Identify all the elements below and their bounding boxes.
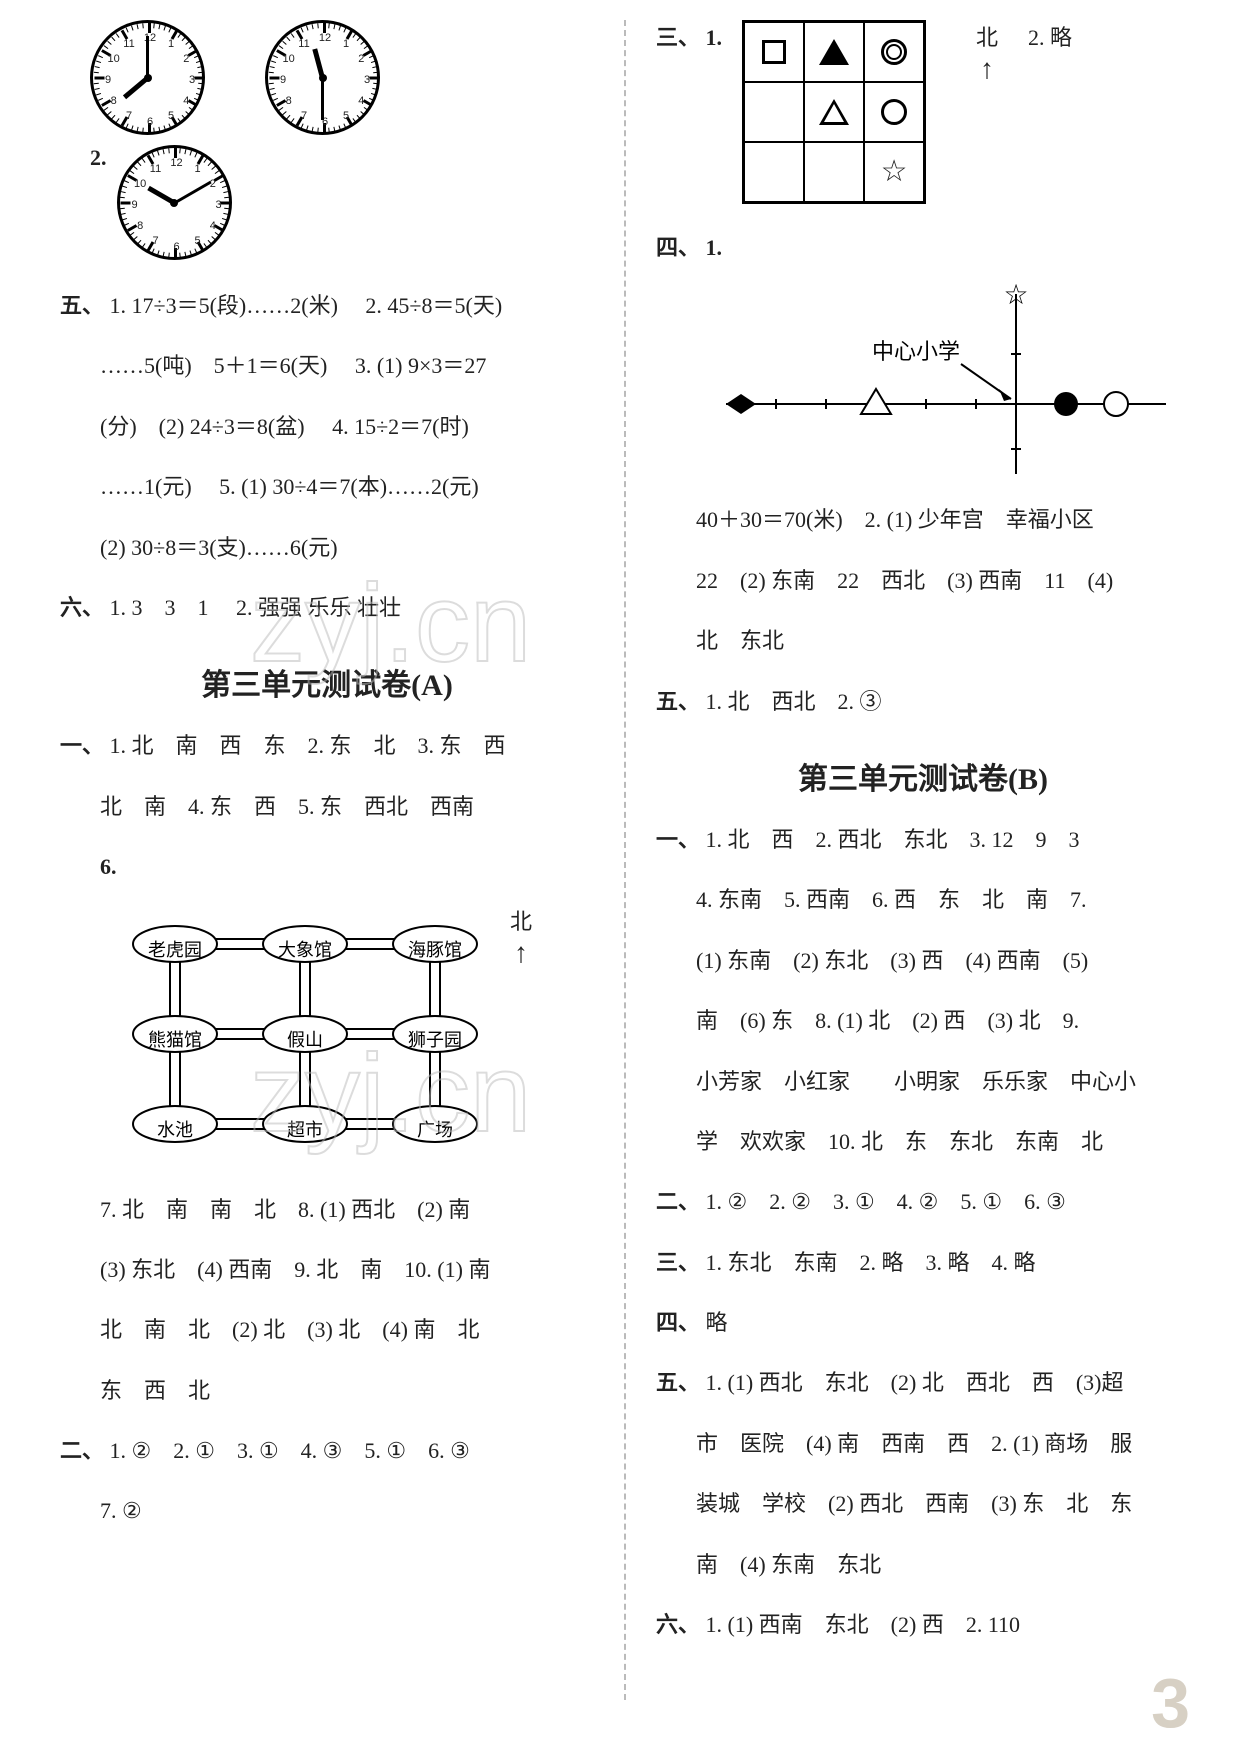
column-divider <box>624 20 626 1700</box>
right-column: 三、 1. ☆ 北 ↑ 2. 略 四、 <box>656 20 1190 1700</box>
a-one-l4: 7. 北 南 南 北 8. (1) 西北 (2) 南 <box>100 1197 470 1222</box>
b-three-l1: 1. 东北 东南 2. 略 3. 略 4. 略 <box>706 1250 1036 1275</box>
b-one-l2: 4. 东南 5. 西南 6. 西 东 北 南 7. <box>696 887 1087 912</box>
five-q5: 5. (1) 30÷4＝7(本)……2(元) <box>219 474 479 499</box>
a-four-l2: 40＋30＝70(米) 2. (1) 少年宫 幸福小区 <box>696 507 1094 532</box>
north-text: 北 <box>510 904 532 936</box>
item-2-label: 2. <box>90 145 107 171</box>
svg-text:老虎园: 老虎园 <box>148 940 202 960</box>
b-one-l6: 学 欢欢家 10. 北 东 东北 东南 北 <box>696 1129 1103 1154</box>
six-label: 六、 <box>60 595 104 620</box>
clock-1: 123456789101112 <box>90 20 205 135</box>
clock-3: 123456789101112 <box>117 145 232 260</box>
b-four-label: 四、 <box>656 1310 700 1335</box>
a-four-label: 四、 <box>656 235 700 260</box>
zoo-map: 老虎园 大象馆 海豚馆熊猫馆 假山 狮子园水池 超市 广场 <box>110 914 510 1164</box>
coord-diagram: ☆ 中心小学 <box>716 284 1186 484</box>
five-q1: 1. 17÷3＝5(段)……2(米) <box>110 293 338 318</box>
svg-text:水池: 水池 <box>157 1120 193 1140</box>
a-one-l6: 北 南 北 (2) 北 (3) 北 (4) 南 北 <box>100 1317 479 1342</box>
svg-text:熊猫馆: 熊猫馆 <box>148 1030 202 1050</box>
a-one-label: 一、 <box>60 733 104 758</box>
svg-text:☆: ☆ <box>1003 284 1028 311</box>
a-one-l1: 1. 北 南 西 东 2. 东 北 3. 东 西 <box>110 733 506 758</box>
b-four-l1: 略 <box>706 1310 728 1335</box>
b-one-l4: 南 (6) 东 8. (1) 北 (2) 西 (3) 北 9. <box>696 1008 1079 1033</box>
north-indicator-2: 北 ↑ <box>976 20 998 84</box>
svg-text:广场: 广场 <box>417 1120 453 1140</box>
five-q5b: (2) 30÷8＝3(支)……6(元) <box>100 535 338 560</box>
a-one-l5: (3) 东北 (4) 西南 9. 北 南 10. (1) 南 <box>100 1257 490 1282</box>
svg-text:海豚馆: 海豚馆 <box>408 940 462 960</box>
b-six-label: 六、 <box>656 1612 700 1637</box>
a-three-q2: 2. 略 <box>1028 25 1072 50</box>
b-two-l1: 1. ② 2. ② 3. ① 4. ② 5. ① 6. ③ <box>706 1189 1066 1214</box>
a-two-l1: 1. ② 2. ① 3. ① 4. ③ 5. ① 6. ③ <box>110 1438 470 1463</box>
b-five-l1: 1. (1) 西北 东北 (2) 北 西北 西 (3)超 <box>706 1370 1124 1395</box>
clock-2: 123456789101112 <box>265 20 380 135</box>
svg-text:超市: 超市 <box>287 1120 323 1140</box>
five-q2: 2. 45÷8＝5(天) <box>365 293 502 318</box>
five-q2b: ……5(吨) 5＋1＝6(天) <box>100 353 327 378</box>
b-three-label: 三、 <box>656 1250 700 1275</box>
svg-text:假山: 假山 <box>287 1030 323 1050</box>
heading-unit3-a: 第三单元测试卷(A) <box>60 660 594 704</box>
b-five-l3: 装城 学校 (2) 西北 西南 (3) 东 北 东 <box>696 1491 1132 1516</box>
svg-text:大象馆: 大象馆 <box>278 940 332 960</box>
left-column: 123456789101112 123456789101112 2. 12345… <box>60 20 594 1700</box>
arrow-up-icon: ↑ <box>514 940 528 968</box>
b-one-l1: 1. 北 西 2. 西北 东北 3. 12 9 3 <box>706 827 1080 852</box>
a-two-l2: 7. ② <box>100 1498 142 1523</box>
b-two-label: 二、 <box>656 1189 700 1214</box>
double-circle-icon <box>881 39 907 65</box>
b-five-label: 五、 <box>656 1370 700 1395</box>
b-six-l1: 1. (1) 西南 东北 (2) 西 2. 110 <box>706 1612 1021 1637</box>
five-q4: 4. 15÷2＝7(时) <box>332 414 469 439</box>
arrow-up-icon-2: ↑ <box>980 56 994 84</box>
five-q4b: ……1(元) <box>100 474 192 499</box>
b-one-l3: (1) 东南 (2) 东北 (3) 西 (4) 西南 (5) <box>696 948 1088 973</box>
six-q1: 1. 3 3 1 <box>110 595 209 620</box>
b-one-label: 一、 <box>656 827 700 852</box>
six-q2: 2. 强强 乐乐 壮壮 <box>236 595 401 620</box>
a-two-label: 二、 <box>60 1438 104 1463</box>
five-q3b: (分) (2) 24÷3＝8(盆) <box>100 414 305 439</box>
b-five-l2: 市 医院 (4) 南 西南 西 2. (1) 商场 服 <box>696 1431 1132 1456</box>
heading-unit3-b: 第三单元测试卷(B) <box>656 754 1190 798</box>
five-label: 五、 <box>60 293 104 318</box>
a-four-l3: 22 (2) 东南 22 西北 (3) 西南 11 (4) <box>696 568 1113 593</box>
circle-icon <box>881 99 907 125</box>
b-one-l5: 小芳家 小红家 小明家 乐乐家 中心小 <box>696 1069 1136 1094</box>
a-one-l3: 6. <box>100 854 117 879</box>
page-number: 3 <box>1151 1663 1190 1743</box>
clock-row-1: 123456789101112 123456789101112 <box>60 20 594 145</box>
svg-text:中心小学: 中心小学 <box>872 339 960 364</box>
a-five-label: 五、 <box>656 689 700 714</box>
triangle-filled-icon <box>819 39 849 65</box>
triangle-outline-icon <box>819 99 849 125</box>
star-icon: ☆ <box>881 157 908 187</box>
a-four-q1: 1. <box>706 235 723 260</box>
north-indicator: 北 ↑ <box>510 904 532 968</box>
shape-grid: ☆ <box>742 20 926 204</box>
square-icon <box>762 40 786 64</box>
north-text-2: 北 <box>976 20 998 52</box>
a-one-l2: 北 南 4. 东 西 5. 东 西北 西南 <box>100 794 474 819</box>
a-one-l7: 东 西 北 <box>100 1378 210 1403</box>
a-three-q1: 1. <box>706 25 723 50</box>
five-q3: 3. (1) 9×3＝27 <box>355 353 487 378</box>
a-four-l4: 北 东北 <box>696 628 784 653</box>
b-five-l4: 南 (4) 东南 东北 <box>696 1552 881 1577</box>
a-five-l1: 1. 北 西北 2. ③ <box>706 689 882 714</box>
a-three-label: 三、 <box>656 25 700 50</box>
svg-text:狮子园: 狮子园 <box>408 1030 462 1050</box>
